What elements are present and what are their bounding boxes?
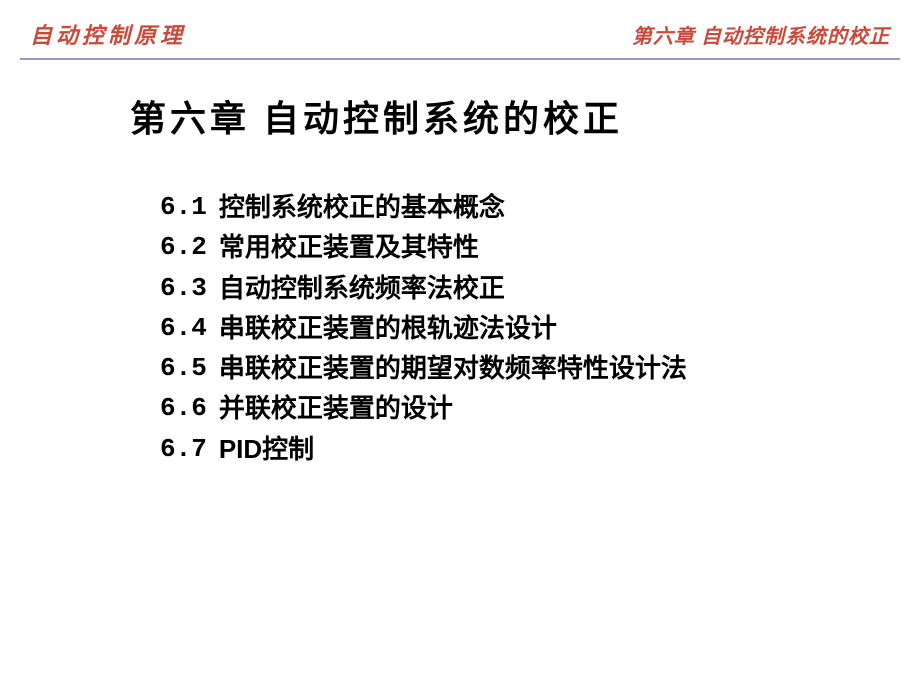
toc-number: 6.2 (160, 227, 207, 267)
chapter-title: 第六章 自动控制系统的校正 (130, 90, 840, 142)
toc-number: 6.6 (160, 388, 207, 428)
toc-number: 6.4 (160, 308, 207, 348)
header-left-title: 自动控制原理 (30, 18, 186, 50)
toc-number: 6.3 (160, 268, 207, 308)
toc-item: 6.6 并联校正装置的设计 (160, 388, 840, 428)
toc-text: 自动控制系统频率法校正 (219, 268, 840, 308)
toc-text: 串联校正装置的根轨迹法设计 (219, 308, 840, 348)
slide-header: 自动控制原理 第六章 自动控制系统的校正 (0, 0, 920, 58)
toc-list: 6.1 控制系统校正的基本概念 6.2 常用校正装置及其特性 6.3 自动控制系… (130, 187, 840, 469)
toc-text: 并联校正装置的设计 (219, 388, 840, 428)
toc-item: 6.5 串联校正装置的期望对数频率特性设计法 (160, 348, 840, 388)
toc-item: 6.1 控制系统校正的基本概念 (160, 187, 840, 227)
toc-item: 6.4 串联校正装置的根轨迹法设计 (160, 308, 840, 348)
toc-number: 6.1 (160, 187, 207, 227)
toc-text: 控制系统校正的基本概念 (219, 187, 840, 227)
slide-content: 第六章 自动控制系统的校正 6.1 控制系统校正的基本概念 6.2 常用校正装置… (0, 90, 920, 469)
toc-number: 6.5 (160, 348, 207, 388)
header-divider (20, 58, 900, 60)
toc-text: 串联校正装置的期望对数频率特性设计法 (219, 348, 840, 388)
toc-text: PID控制 (219, 429, 840, 469)
toc-item: 6.7 PID控制 (160, 429, 840, 469)
toc-item: 6.3 自动控制系统频率法校正 (160, 268, 840, 308)
toc-text: 常用校正装置及其特性 (219, 227, 840, 267)
toc-number: 6.7 (160, 429, 207, 469)
toc-item: 6.2 常用校正装置及其特性 (160, 227, 840, 267)
header-right-title: 第六章 自动控制系统的校正 (632, 20, 890, 49)
